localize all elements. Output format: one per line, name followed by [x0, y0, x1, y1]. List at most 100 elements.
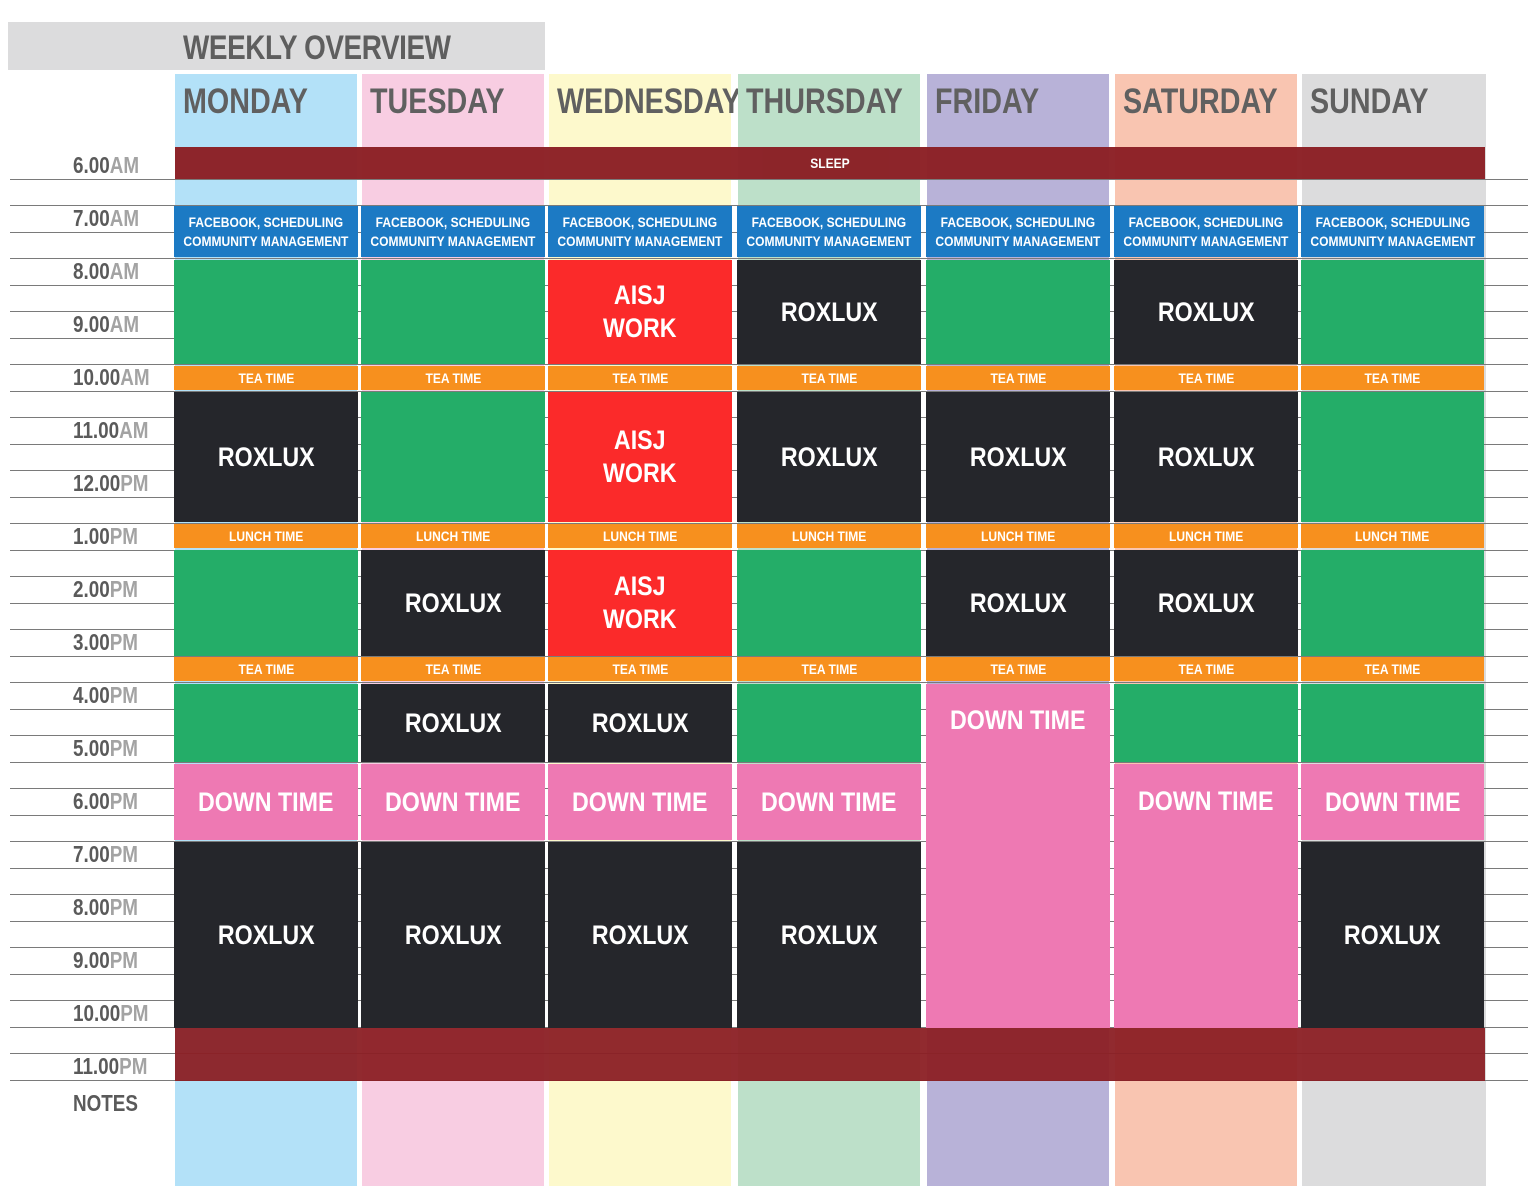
time-label: 3.00PM — [73, 629, 138, 656]
time-label: 11.00AM — [73, 417, 149, 444]
lunch-time: LUNCH TIME — [926, 524, 1110, 548]
tea-time-afternoon: TEA TIME — [361, 657, 545, 681]
afternoon-roxlux-block: ROXLUX — [926, 550, 1110, 656]
time-hour: 1.00 — [73, 523, 110, 549]
time-ampm: AM — [119, 417, 149, 443]
evening-roxlux-block: ROXLUX — [737, 842, 921, 1028]
tea-time-morning-label: TEA TIME — [801, 370, 857, 386]
late-free-block — [1301, 684, 1484, 762]
evening-roxlux-block: ROXLUX — [1301, 842, 1484, 1028]
afternoon-roxlux-block: ROXLUX — [361, 550, 545, 656]
time-hour: 7.00 — [73, 205, 110, 231]
lunch-time-label: LUNCH TIME — [1168, 528, 1244, 544]
lunch-time-label: LUNCH TIME — [228, 528, 304, 544]
down-time-text: DOWN TIME — [1138, 785, 1274, 816]
half-hour-line — [10, 841, 1528, 842]
time-hour: 7.00 — [73, 841, 110, 867]
afternoon-roxlux-block-label: ROXLUX — [1157, 587, 1255, 618]
sleep-night-bar — [175, 1028, 1485, 1081]
midday-roxlux-block-label: ROXLUX — [1157, 441, 1255, 472]
midday-roxlux-block: ROXLUX — [174, 392, 358, 522]
tea-time-afternoon-label: TEA TIME — [612, 661, 668, 677]
time-ampm: AM — [109, 152, 140, 178]
evening-roxlux-block-label: ROXLUX — [404, 919, 502, 950]
midday-roxlux-block: ROXLUX — [737, 392, 921, 522]
lunch-time-label: LUNCH TIME — [1355, 528, 1430, 544]
time-hour: 5.00 — [73, 735, 110, 761]
late-roxlux-block: ROXLUX — [361, 684, 545, 762]
half-hour-line — [10, 523, 1528, 524]
social-block: FACEBOOK, SCHEDULING COMMUNITY MANAGEMENT — [926, 206, 1110, 257]
time-ampm: AM — [109, 205, 140, 231]
hour-line — [10, 762, 1528, 763]
friday-down-time-label: DOWN TIME — [926, 700, 1110, 740]
time-ampm: PM — [120, 470, 149, 496]
late-roxlux-block: ROXLUX — [548, 684, 732, 762]
afternoon-aisj-work-block-label: WORK — [603, 604, 677, 634]
time-ampm: AM — [120, 364, 150, 390]
tea-time-morning-label: TEA TIME — [1364, 370, 1421, 386]
midday-free-block — [361, 392, 545, 522]
morning-roxlux-block-label: ROXLUX — [1157, 296, 1255, 327]
half-hour-line — [10, 364, 1528, 365]
hour-line — [10, 656, 1528, 657]
time-ampm: PM — [109, 629, 138, 655]
late-roxlux-block-label: ROXLUX — [404, 707, 502, 738]
lunch-time: LUNCH TIME — [174, 524, 358, 548]
friday-down-time-block — [926, 684, 1110, 1028]
half-hour-line — [10, 682, 1528, 683]
social-block-label: FACEBOOK, SCHEDULING — [562, 213, 718, 230]
tea-time-afternoon: TEA TIME — [174, 657, 358, 681]
evening-roxlux-block-label: ROXLUX — [591, 919, 689, 950]
late-free-block — [737, 684, 921, 762]
morning-roxlux-block-label: ROXLUX — [780, 296, 878, 327]
time-hour: 2.00 — [73, 576, 110, 602]
lunch-time-label: LUNCH TIME — [980, 528, 1056, 544]
social-block-label: FACEBOOK, SCHEDULING — [940, 213, 1096, 230]
midday-roxlux-block: ROXLUX — [1114, 392, 1298, 522]
evening-down-time-block: DOWN TIME — [1301, 764, 1484, 840]
time-ampm: AM — [109, 311, 140, 337]
afternoon-free-block — [737, 550, 921, 656]
time-hour: 10.00 — [73, 364, 121, 390]
social-block: FACEBOOK, SCHEDULING COMMUNITY MANAGEMENT — [1301, 206, 1484, 257]
time-hour: 11.00 — [73, 417, 120, 443]
social-block-label: COMMUNITY MANAGEMENT — [557, 232, 723, 249]
late-free-block — [174, 684, 358, 762]
time-ampm: PM — [109, 682, 138, 708]
evening-roxlux-block: ROXLUX — [361, 842, 545, 1028]
tea-time-morning: TEA TIME — [174, 366, 358, 390]
lunch-time-label: LUNCH TIME — [602, 528, 678, 544]
evening-down-time-block-label: DOWN TIME — [572, 786, 708, 817]
social-block-label: FACEBOOK, SCHEDULING — [375, 213, 531, 230]
social-block-label: COMMUNITY MANAGEMENT — [1123, 232, 1289, 249]
evening-roxlux-block-label: ROXLUX — [217, 919, 315, 950]
tea-time-afternoon-label: TEA TIME — [990, 661, 1046, 677]
evening-down-time-block: DOWN TIME — [548, 764, 732, 840]
morning-free-block — [926, 260, 1110, 364]
social-block-label: COMMUNITY MANAGEMENT — [1310, 232, 1475, 249]
tea-time-morning: TEA TIME — [1301, 366, 1484, 390]
time-ampm: PM — [109, 894, 138, 920]
evening-roxlux-block-label: ROXLUX — [1344, 919, 1441, 950]
sleep-bar-label: SLEEP — [810, 155, 850, 171]
social-block-label: FACEBOOK, SCHEDULING — [751, 213, 907, 230]
midday-roxlux-block-label: ROXLUX — [780, 441, 878, 472]
time-ampm: PM — [109, 523, 138, 549]
time-ampm: PM — [109, 947, 138, 973]
tea-time-afternoon-label: TEA TIME — [425, 661, 481, 677]
time-label: 5.00PM — [73, 735, 138, 762]
lunch-time: LUNCH TIME — [548, 524, 732, 548]
evening-roxlux-block: ROXLUX — [548, 842, 732, 1028]
morning-aisj-work-block-label: AISJ — [614, 280, 666, 310]
time-label: 4.00PM — [73, 682, 138, 709]
afternoon-roxlux-block-label: ROXLUX — [404, 587, 502, 618]
tea-time-afternoon: TEA TIME — [926, 657, 1110, 681]
time-hour: 8.00 — [73, 894, 110, 920]
tea-time-afternoon: TEA TIME — [548, 657, 732, 681]
day-header-monday: MONDAY — [183, 82, 308, 121]
time-label: 7.00PM — [73, 841, 138, 868]
afternoon-aisj-work-block: AISJ WORK — [548, 550, 732, 656]
tea-time-afternoon: TEA TIME — [737, 657, 921, 681]
tea-time-morning: TEA TIME — [737, 366, 921, 390]
